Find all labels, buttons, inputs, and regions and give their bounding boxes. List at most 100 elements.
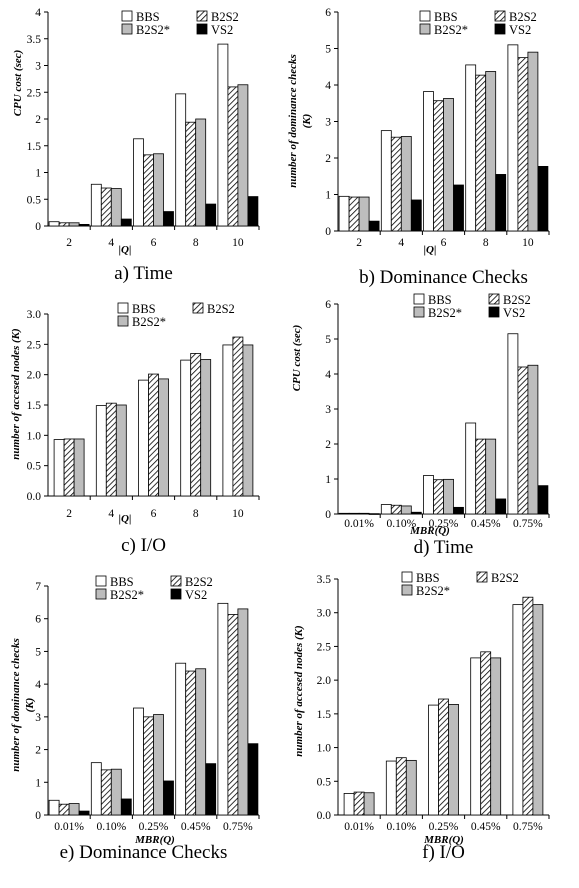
bar-b2s2star-0.10pct	[110, 768, 122, 816]
bar-vs2-0.10pct	[410, 511, 422, 515]
legend-label: B2S2	[491, 571, 519, 585]
bar-b2s2star-0.45pct	[195, 668, 207, 816]
x-tick-label: 0.75%	[223, 821, 253, 833]
bar-bbs-8	[175, 93, 187, 227]
y-tick-label: 6	[35, 614, 41, 626]
x-tick-label: 0.01%	[344, 821, 374, 833]
bar-b2s2star-6	[153, 153, 164, 227]
x-axis-label: MBR(Q)	[423, 834, 464, 846]
y-tick-label: 6	[325, 7, 331, 19]
x-tick-label: 0.45%	[181, 821, 211, 833]
bar-vs2-0.75pct	[247, 743, 259, 816]
legend-label: B2S2	[503, 293, 531, 307]
y-axis-label: number of dominance checks (K)	[10, 638, 36, 772]
x-tick-label: 8	[193, 237, 199, 249]
y-tick-label: 2.5	[27, 339, 42, 351]
legend-label: VS2	[211, 23, 233, 37]
x-axis-label: |Q|	[424, 244, 437, 256]
y-tick-label: 0.5	[317, 776, 332, 788]
legend-swatch	[196, 23, 208, 35]
x-tick-label: 0.25%	[139, 821, 169, 833]
bar-bbs-0.75pct	[507, 333, 519, 515]
legend-label: BBS	[110, 575, 134, 589]
bar-bbs-0.10pct	[385, 760, 397, 816]
bar-b2s2-6	[143, 154, 154, 227]
x-tick-label: 0.45%	[471, 821, 501, 833]
legend-swatch	[95, 575, 107, 587]
bar-vs2-0.25pct	[163, 780, 174, 816]
legend-swatch	[494, 10, 506, 22]
x-tick-label: 6	[151, 508, 157, 520]
chart-c: 0.0 0.5 1.0 1.5 2.0 2.5 3.0 2 4 6 8 10 |Q| number of …	[10, 302, 260, 556]
y-tick-label: 1.0	[27, 430, 42, 442]
bar-bbs-2	[53, 439, 65, 497]
legend-swatch	[192, 302, 204, 314]
bar-bbs-0.75pct	[512, 604, 524, 816]
legend: BBS B2S2 B2S2* VS2	[419, 10, 537, 37]
chart-b: 0 1 2 3 4 5 6 2 4 6 8 10 |Q| number of dominance chec…	[287, 7, 550, 288]
y-tick-label: 1	[35, 777, 41, 789]
x-tick-label: 10	[522, 237, 534, 249]
bar-b2s2-0.01pct	[353, 791, 365, 816]
bar-vs2-2	[78, 223, 90, 227]
bar-b2s2-0.45pct	[475, 438, 487, 515]
legend-label: B2S2	[185, 575, 213, 589]
bar-b2s2star-8	[195, 118, 207, 227]
panel-caption: f) I/O	[422, 842, 465, 863]
bar-bbs-6	[133, 138, 144, 227]
bar-b2s2star-4	[400, 136, 412, 232]
bar-bbs-8	[180, 359, 192, 497]
bar-b2s2star-6	[443, 98, 454, 232]
x-tick-label: 0.25%	[429, 518, 459, 530]
bar-bbs-10	[507, 44, 519, 232]
bar-bbs-0.25pct	[428, 704, 439, 816]
x-tick-label: 0.01%	[344, 518, 374, 530]
bar-vs2-8	[495, 174, 507, 232]
bar-bbs-0.01pct	[338, 512, 350, 515]
y-tick-label: 2.5	[317, 641, 332, 653]
legend-swatch	[413, 293, 425, 305]
y-tick-label: 3	[325, 117, 331, 129]
bar-vs2-10	[247, 196, 259, 227]
bar-b2s2-2	[63, 438, 75, 497]
bar-b2s2star-4	[110, 188, 122, 227]
bar-bbs-0.45pct	[175, 662, 187, 816]
bar-bbs-2	[338, 195, 350, 232]
y-tick-label: 1	[35, 168, 41, 180]
legend-swatch	[121, 10, 133, 22]
y-tick-label: 1.5	[27, 400, 42, 412]
panel-caption: a) Time	[114, 263, 173, 284]
bar-b2s2-4	[390, 136, 402, 232]
bar-b2s2star-8	[200, 359, 212, 497]
legend: BBS B2S2 B2S2* VS2	[121, 10, 239, 37]
bar-b2s2star-0.25pct	[448, 704, 459, 816]
y-tick-label: 2	[325, 153, 331, 165]
y-axis-label: number of accesed nodes (K)	[293, 625, 305, 756]
legend-label: VS2	[509, 23, 531, 37]
bar-b2s2star-0.75pct	[532, 604, 544, 816]
y-axis-label: CPU cost (sec)	[12, 50, 24, 117]
legend-label: B2S2*	[416, 584, 450, 598]
legend-swatch	[170, 588, 182, 600]
bar-bbs-0.01pct	[343, 793, 355, 816]
y-tick-label: 2.0	[317, 675, 332, 687]
chart-d: 0 1 2 3 4 5 6 0.01% 0.10% 0.25% 0.45% 0.75% MBR(Q) CP…	[291, 293, 550, 558]
x-tick-label: 0.45%	[471, 518, 501, 530]
bar-bbs-0.10pct	[380, 504, 392, 515]
x-axis-label: |Q|	[119, 244, 132, 256]
bar-bbs-8	[465, 64, 477, 232]
legend-label: B2S2	[207, 302, 235, 316]
bar-vs2-0.45pct	[205, 763, 217, 816]
y-tick-label: 3.0	[27, 309, 42, 321]
legend-label: B2S2*	[428, 306, 462, 320]
legend-swatch	[117, 302, 129, 314]
legend-swatch	[117, 315, 129, 327]
y-tick-label: 0.5	[27, 461, 42, 473]
bar-vs2-0.01pct	[368, 513, 380, 515]
legend-swatch	[95, 588, 107, 600]
x-tick-label: 0.75%	[513, 821, 543, 833]
y-tick-label: 7	[35, 581, 41, 593]
bar-b2s2star-10	[527, 51, 539, 232]
bar-bbs-4	[95, 405, 107, 497]
x-tick-label: 0.01%	[54, 821, 84, 833]
